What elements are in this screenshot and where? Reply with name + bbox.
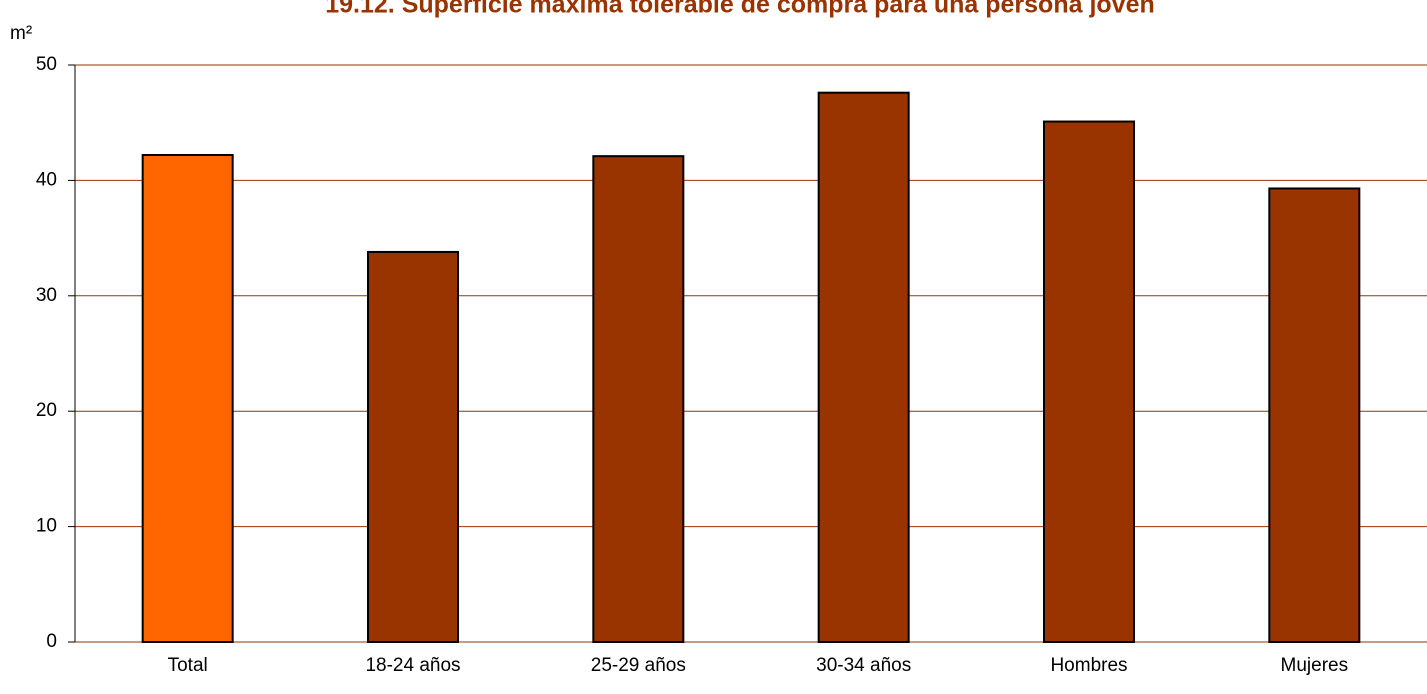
x-tick-label: Total [168, 655, 208, 676]
y-tick-label: 30 [36, 285, 57, 306]
bar [592, 155, 685, 644]
bar [367, 250, 459, 643]
y-tick-label: 20 [36, 400, 57, 421]
x-tick-label: Mujeres [1281, 655, 1349, 676]
bar [1268, 187, 1361, 643]
y-axis-label: m² [10, 23, 32, 44]
x-tick-label: 25-29 años [591, 655, 686, 676]
x-tick-label: Hombres [1050, 655, 1127, 676]
y-tick-label: 0 [46, 631, 57, 652]
y-tick-label: 10 [36, 516, 57, 537]
bar [817, 91, 910, 644]
y-tick-label: 50 [36, 54, 57, 75]
bar [1043, 120, 1135, 643]
x-tick-label: 30-34 años [816, 655, 911, 676]
bar [141, 154, 234, 643]
chart-title: 19.12. Superficie máxima tolerable de co… [325, 0, 1155, 19]
y-tick-label: 40 [36, 169, 57, 190]
x-tick-label: 18-24 años [365, 655, 460, 676]
